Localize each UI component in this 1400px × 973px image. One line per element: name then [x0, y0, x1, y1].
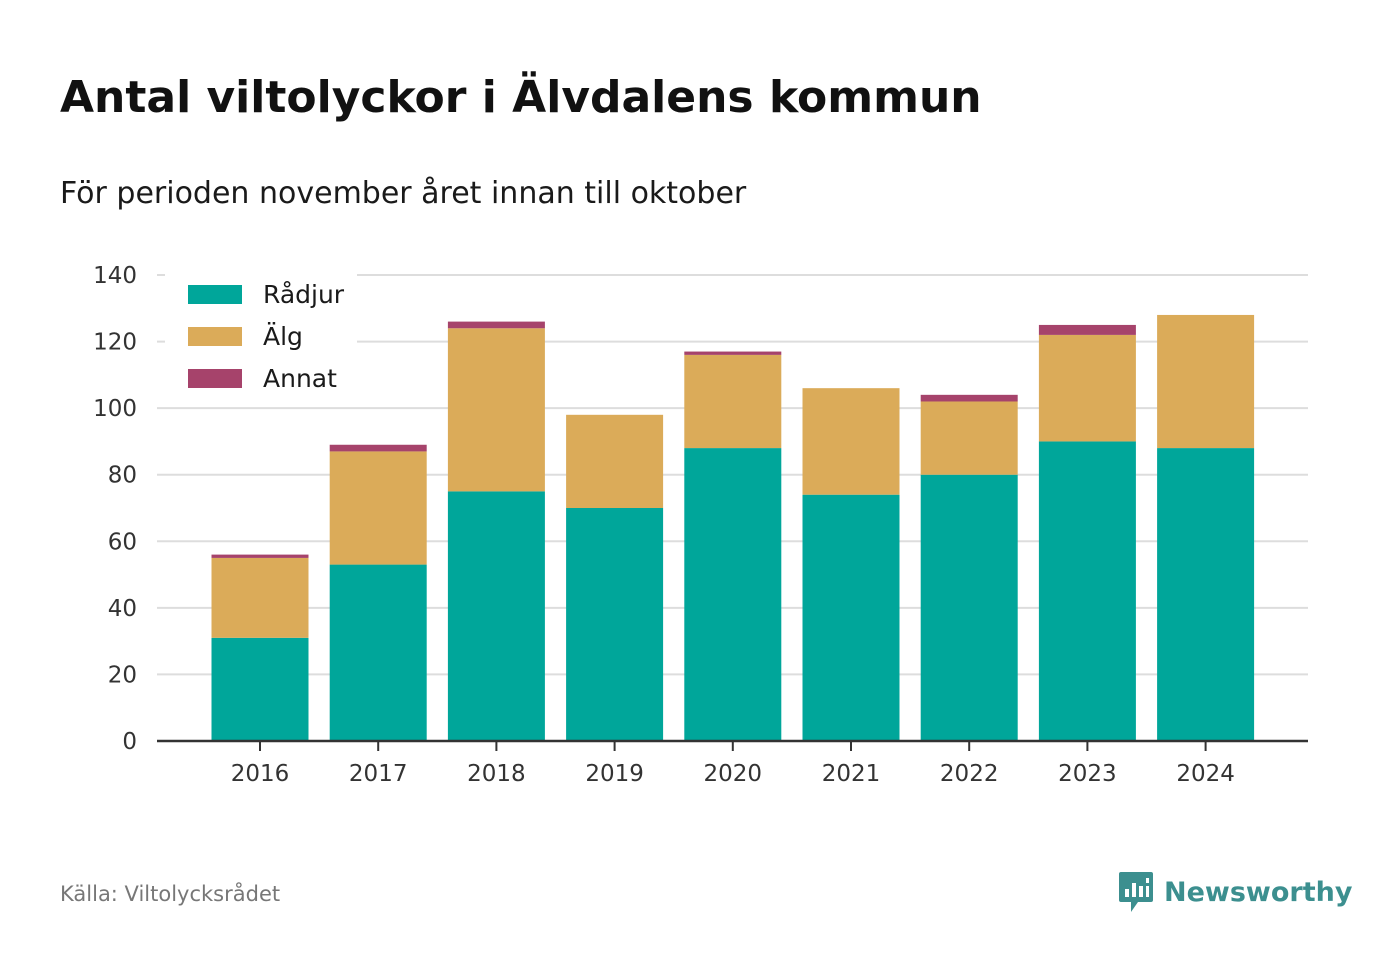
legend-label: Älg: [263, 322, 303, 351]
legend-label: Rådjur: [263, 280, 345, 309]
bar-rådjur-2020: [684, 448, 782, 741]
bar-älg-2019: [566, 414, 664, 508]
bar-älg-2023: [1038, 334, 1136, 442]
bar-älg-2024: [1157, 314, 1255, 449]
y-tick-label: 20: [108, 662, 137, 688]
newsworthy-logo-icon: [1119, 872, 1153, 912]
legend: Rådjur Älg Annat: [165, 268, 357, 398]
bar-älg-2022: [920, 401, 1018, 475]
bar-annat-2023: [1038, 324, 1136, 335]
chart-subtitle: För perioden november året innan till ok…: [60, 176, 747, 211]
source-note: Källa: Viltolycksrådet: [60, 882, 281, 906]
x-tick-label: 2017: [349, 761, 408, 787]
x-tick-label: 2024: [1176, 761, 1235, 787]
bar-rådjur-2019: [566, 508, 664, 741]
bar-annat-2022: [920, 394, 1018, 402]
x-tick-label: 2016: [231, 761, 290, 787]
bar-rådjur-2018: [447, 491, 545, 741]
y-tick-label: 60: [108, 529, 137, 555]
y-tick-label: 120: [93, 330, 137, 356]
legend-swatch-älg: [188, 327, 242, 346]
bar-rådjur-2016: [211, 637, 309, 741]
newsworthy-logo: Newsworthy: [1118, 870, 1352, 914]
bar-älg-2021: [802, 388, 900, 495]
bar-rådjur-2021: [802, 494, 900, 741]
legend-swatch-annat: [188, 369, 242, 388]
y-tick-label: 100: [93, 396, 137, 422]
bar-rådjur-2022: [920, 474, 1018, 741]
x-tick-label: 2022: [940, 761, 999, 787]
x-tick-label: 2018: [467, 761, 526, 787]
axes: 0 20 40 60 80 100 120 140 2016 2017 2018 2019 2020 20…: [93, 263, 1308, 787]
bar-annat-2016: [211, 554, 309, 558]
y-tick-label: 0: [122, 729, 137, 755]
y-tick-label: 140: [93, 263, 137, 289]
bar-rådjur-2024: [1157, 448, 1255, 741]
bar-rådjur-2023: [1038, 441, 1136, 741]
bar-älg-2016: [211, 557, 309, 638]
x-tick-label: 2020: [704, 761, 763, 787]
legend-swatch-rådjur: [188, 285, 242, 304]
bar-annat-2017: [329, 444, 427, 452]
chart-title: Antal viltolyckor i Älvdalens kommun: [60, 72, 982, 123]
bar-älg-2017: [329, 451, 427, 565]
y-tick-label: 40: [108, 596, 137, 622]
bar-annat-2020: [684, 351, 782, 355]
bar-älg-2020: [684, 354, 782, 449]
y-tick-label: 80: [108, 463, 137, 489]
x-tick-label: 2019: [585, 761, 644, 787]
bar-älg-2018: [447, 328, 545, 492]
x-tick-label: 2023: [1058, 761, 1117, 787]
bars: [211, 314, 1255, 741]
legend-label: Annat: [263, 364, 337, 393]
brand-name: Newsworthy: [1164, 876, 1353, 908]
bar-annat-2018: [447, 321, 545, 329]
bar-rådjur-2017: [329, 564, 427, 741]
x-tick-label: 2021: [822, 761, 881, 787]
